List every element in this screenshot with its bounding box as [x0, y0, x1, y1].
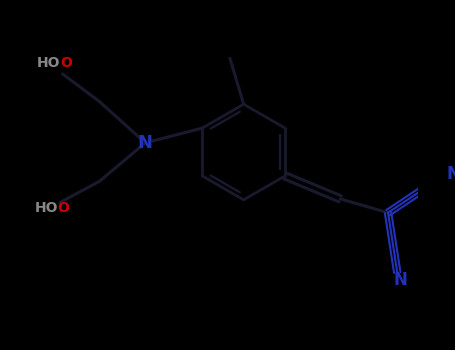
Text: HO: HO: [37, 56, 61, 70]
Text: HO: HO: [35, 202, 58, 216]
Text: O: O: [60, 56, 72, 70]
Text: N: N: [394, 271, 407, 289]
Text: N: N: [447, 165, 455, 183]
Text: O: O: [57, 202, 69, 216]
Text: N: N: [138, 134, 153, 152]
